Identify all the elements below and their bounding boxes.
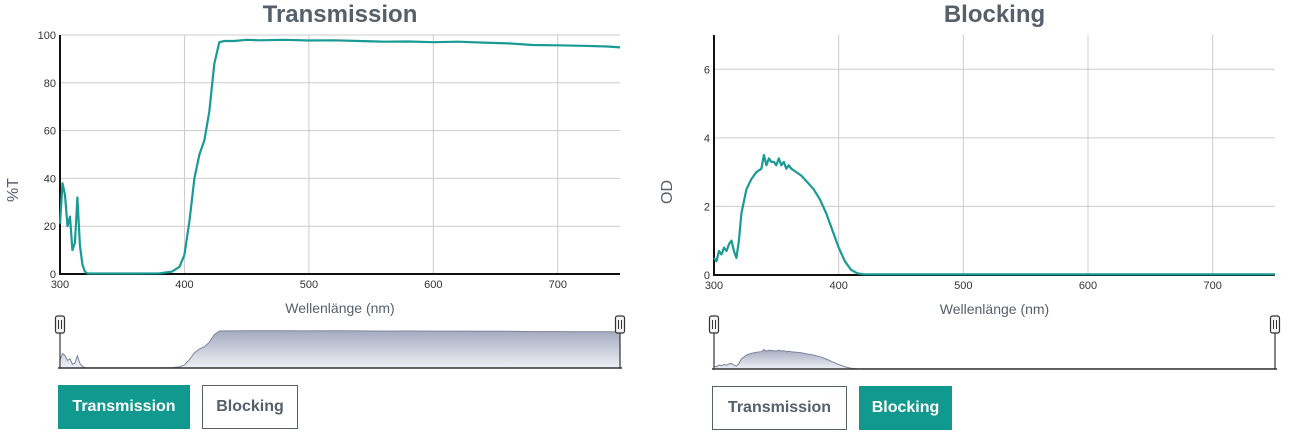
range-handle-left[interactable] bbox=[54, 315, 66, 368]
y-tick-label: 0 bbox=[50, 269, 56, 281]
y-tick-label: 0 bbox=[704, 270, 710, 282]
x-tick-label: 600 bbox=[424, 279, 442, 291]
range-handle-left[interactable] bbox=[708, 315, 720, 369]
chart-title: Transmission bbox=[263, 1, 418, 28]
x-axis-label: Wellenlänge (nm) bbox=[940, 301, 1049, 317]
x-tick-label: 300 bbox=[705, 280, 723, 292]
x-tick-label: 700 bbox=[1203, 280, 1221, 292]
y-tick-label: 6 bbox=[704, 64, 710, 76]
transmission-chart: Transmission 300 400 500 600 700 0 20 40 60 80 100 W… bbox=[5, 1, 626, 369]
y-tick-label: 100 bbox=[38, 30, 56, 42]
overview-area bbox=[59, 330, 621, 369]
transmission-button[interactable]: Transmission bbox=[58, 385, 190, 429]
x-tick-label: 600 bbox=[1079, 280, 1097, 292]
y-tick-label: 80 bbox=[44, 78, 56, 90]
transmission-panel: Transmission 300 400 500 600 700 0 20 40 60 80 100 W… bbox=[0, 0, 645, 444]
blocking-panel: Blocking 300 400 500 600 700 0 2 4 6 Wellenlänge (… bbox=[646, 0, 1291, 444]
y-axis-label: OD bbox=[659, 180, 676, 204]
x-tick-label: 400 bbox=[175, 279, 193, 291]
x-tick-label: 700 bbox=[549, 279, 567, 291]
y-tick-label: 4 bbox=[704, 133, 710, 145]
x-axis-label: Wellenlänge (nm) bbox=[285, 300, 394, 316]
blocking-button[interactable]: Blocking bbox=[859, 386, 952, 430]
y-axis-label: %T bbox=[5, 178, 22, 202]
chart-title: Blocking bbox=[944, 1, 1045, 28]
blocking-chart: Blocking 300 400 500 600 700 0 2 4 6 Wellenlänge (… bbox=[659, 1, 1281, 370]
range-handle-right[interactable] bbox=[614, 315, 626, 368]
y-tick-label: 40 bbox=[44, 173, 56, 185]
blocking-button[interactable]: Blocking bbox=[202, 385, 298, 429]
y-tick-label: 2 bbox=[704, 201, 710, 213]
x-tick-label: 400 bbox=[829, 280, 847, 292]
x-tick-label: 500 bbox=[300, 279, 318, 291]
range-handle-right[interactable] bbox=[1269, 315, 1281, 369]
x-tick-label: 300 bbox=[51, 279, 69, 291]
series-line bbox=[58, 38, 621, 275]
x-tick-label: 500 bbox=[954, 280, 972, 292]
y-tick-label: 20 bbox=[44, 221, 56, 233]
y-tick-label: 60 bbox=[44, 126, 56, 138]
series-line bbox=[713, 153, 1275, 276]
overview-area bbox=[713, 348, 1276, 370]
transmission-button[interactable]: Transmission bbox=[712, 386, 847, 430]
